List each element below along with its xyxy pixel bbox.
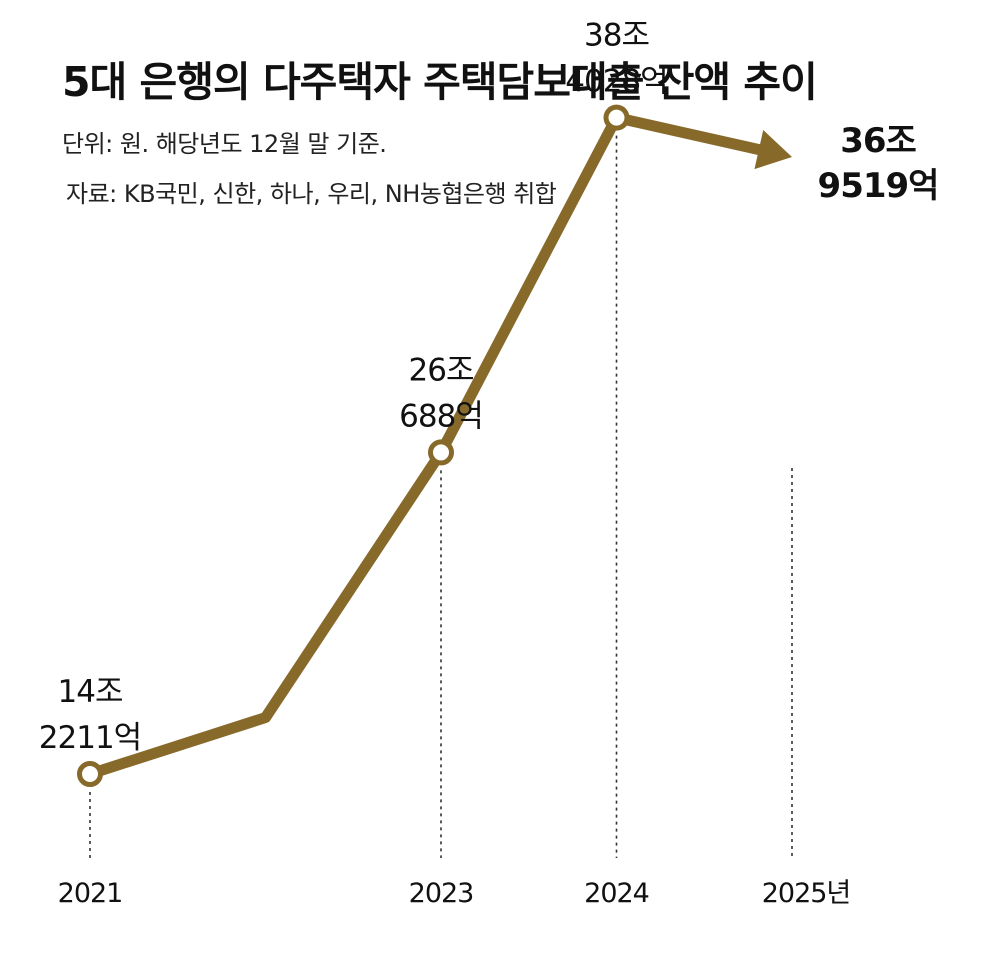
x-tick-2024: 2024 xyxy=(584,878,649,909)
data-label-2021-jo: 14조 xyxy=(58,674,123,710)
trend-arrowhead xyxy=(754,130,792,170)
x-tick-2025: 2025년 xyxy=(762,878,851,909)
x-tick-2023: 2023 xyxy=(409,878,474,909)
x-tick-2021: 2021 xyxy=(58,878,123,909)
chart-title: 5대 은행의 다주택자 주택담보대출 잔액 추이 xyxy=(62,58,818,106)
data-point-2024 xyxy=(603,104,630,131)
data-label-2024-jo: 38조 xyxy=(584,18,649,54)
data-label-2023-jo: 26조 xyxy=(409,352,474,388)
series-line xyxy=(88,112,762,780)
unit-note: 단위: 원. 해당년도 12월 말 기준. xyxy=(62,130,387,158)
data-point-2021 xyxy=(77,760,103,787)
data-label-2023-eok: 688억 xyxy=(399,398,483,434)
data-label-2025-jo: 36조 xyxy=(840,121,916,161)
data-label-2025-eok: 9519억 xyxy=(818,166,939,206)
data-label-2024-eok: 4028억 xyxy=(565,64,667,100)
data-label-2021-eok: 2211억 xyxy=(39,720,141,756)
data-point-2023 xyxy=(428,439,454,466)
source-note: 자료: KB국민, 신한, 하나, 우리, NH농협은행 취합 xyxy=(66,180,557,208)
